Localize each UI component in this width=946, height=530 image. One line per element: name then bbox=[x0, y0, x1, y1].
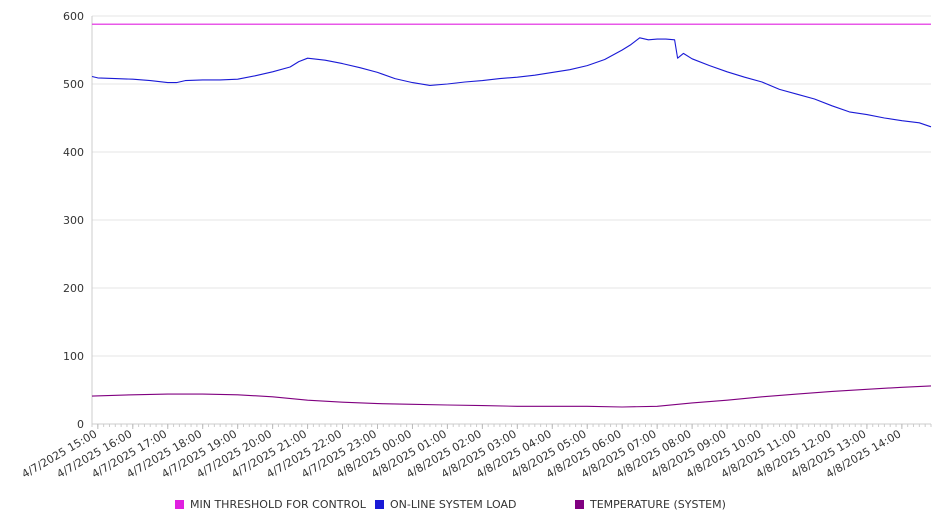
series-line-2 bbox=[91, 37, 932, 128]
y-tick-label: 600 bbox=[63, 10, 84, 23]
grid-layer bbox=[92, 15, 931, 357]
y-tick-label: 400 bbox=[63, 146, 84, 159]
legend-item: MIN THRESHOLD FOR CONTROL bbox=[175, 498, 366, 511]
y-tick-label: 200 bbox=[63, 282, 84, 295]
series-layer bbox=[91, 23, 932, 408]
legend-label: MIN THRESHOLD FOR CONTROL bbox=[190, 498, 366, 511]
y-tick-label: 0 bbox=[77, 418, 84, 431]
y-tick-label: 300 bbox=[63, 214, 84, 227]
legend: MIN THRESHOLD FOR CONTROL ON-LINE SYSTEM … bbox=[0, 498, 946, 514]
legend-label: ON-LINE SYSTEM LOAD bbox=[390, 498, 517, 511]
legend-item: TEMPERATURE (SYSTEM) bbox=[575, 498, 726, 511]
legend-item: ON-LINE SYSTEM LOAD bbox=[375, 498, 516, 511]
y-tick-label: 100 bbox=[63, 350, 84, 363]
legend-swatch bbox=[375, 500, 384, 509]
legend-label: TEMPERATURE (SYSTEM) bbox=[590, 498, 726, 511]
legend-swatch bbox=[175, 500, 184, 509]
y-tick-label: 500 bbox=[63, 78, 84, 91]
legend-swatch bbox=[575, 500, 584, 509]
series-line-3 bbox=[91, 385, 932, 408]
